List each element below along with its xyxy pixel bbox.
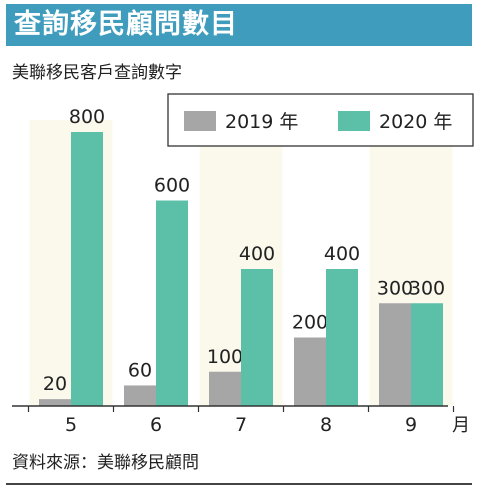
chart-title: 查詢移民顧問數目 xyxy=(14,9,238,40)
chart-subtitle: 美聯移民客戶查詢數字 xyxy=(12,63,182,83)
x-tick-label-5: 5 xyxy=(65,414,77,436)
data-label-2020-6: 600 xyxy=(154,175,190,197)
x-tick-label-8: 8 xyxy=(320,414,332,436)
legend-2019-swatch xyxy=(184,111,216,131)
title-band: 查詢移民顧問數目 xyxy=(6,4,472,46)
legend-box xyxy=(167,93,474,147)
bottom-rule xyxy=(6,483,472,485)
bar-2019-7 xyxy=(209,371,241,406)
x-axis-label: 月 xyxy=(452,415,470,436)
data-label-2020-9: 300 xyxy=(409,277,445,299)
data-label-2020-8: 400 xyxy=(324,243,360,265)
bar-2020-5 xyxy=(71,132,103,406)
data-label-2019-5: 20 xyxy=(43,373,67,395)
x-tick-label-7: 7 xyxy=(235,414,247,436)
bar-2020-9 xyxy=(411,303,443,406)
x-tick-label-6: 6 xyxy=(150,414,162,436)
data-label-2019-7: 100 xyxy=(207,346,243,368)
bar-2020-8 xyxy=(326,269,358,406)
bar-2020-6 xyxy=(156,200,188,406)
bar-2019-8 xyxy=(294,337,326,406)
legend-2020-swatch xyxy=(338,111,370,131)
x-tick-label-9: 9 xyxy=(405,414,417,436)
bar-2020-7 xyxy=(241,269,273,406)
data-label-2019-9: 300 xyxy=(377,277,413,299)
legend-2020-label: 2020 年 xyxy=(379,111,452,133)
bar-2019-6 xyxy=(124,385,156,406)
bar-2019-9 xyxy=(379,303,411,406)
data-label-2019-6: 60 xyxy=(128,359,152,381)
bar-2019-5 xyxy=(39,399,71,406)
data-label-2019-8: 200 xyxy=(292,312,328,334)
source-note: 資料來源：美聯移民顧問 xyxy=(12,453,199,473)
data-label-2020-5: 800 xyxy=(69,106,105,128)
data-label-2020-7: 400 xyxy=(239,243,275,265)
legend-2019-label: 2019 年 xyxy=(225,111,298,133)
